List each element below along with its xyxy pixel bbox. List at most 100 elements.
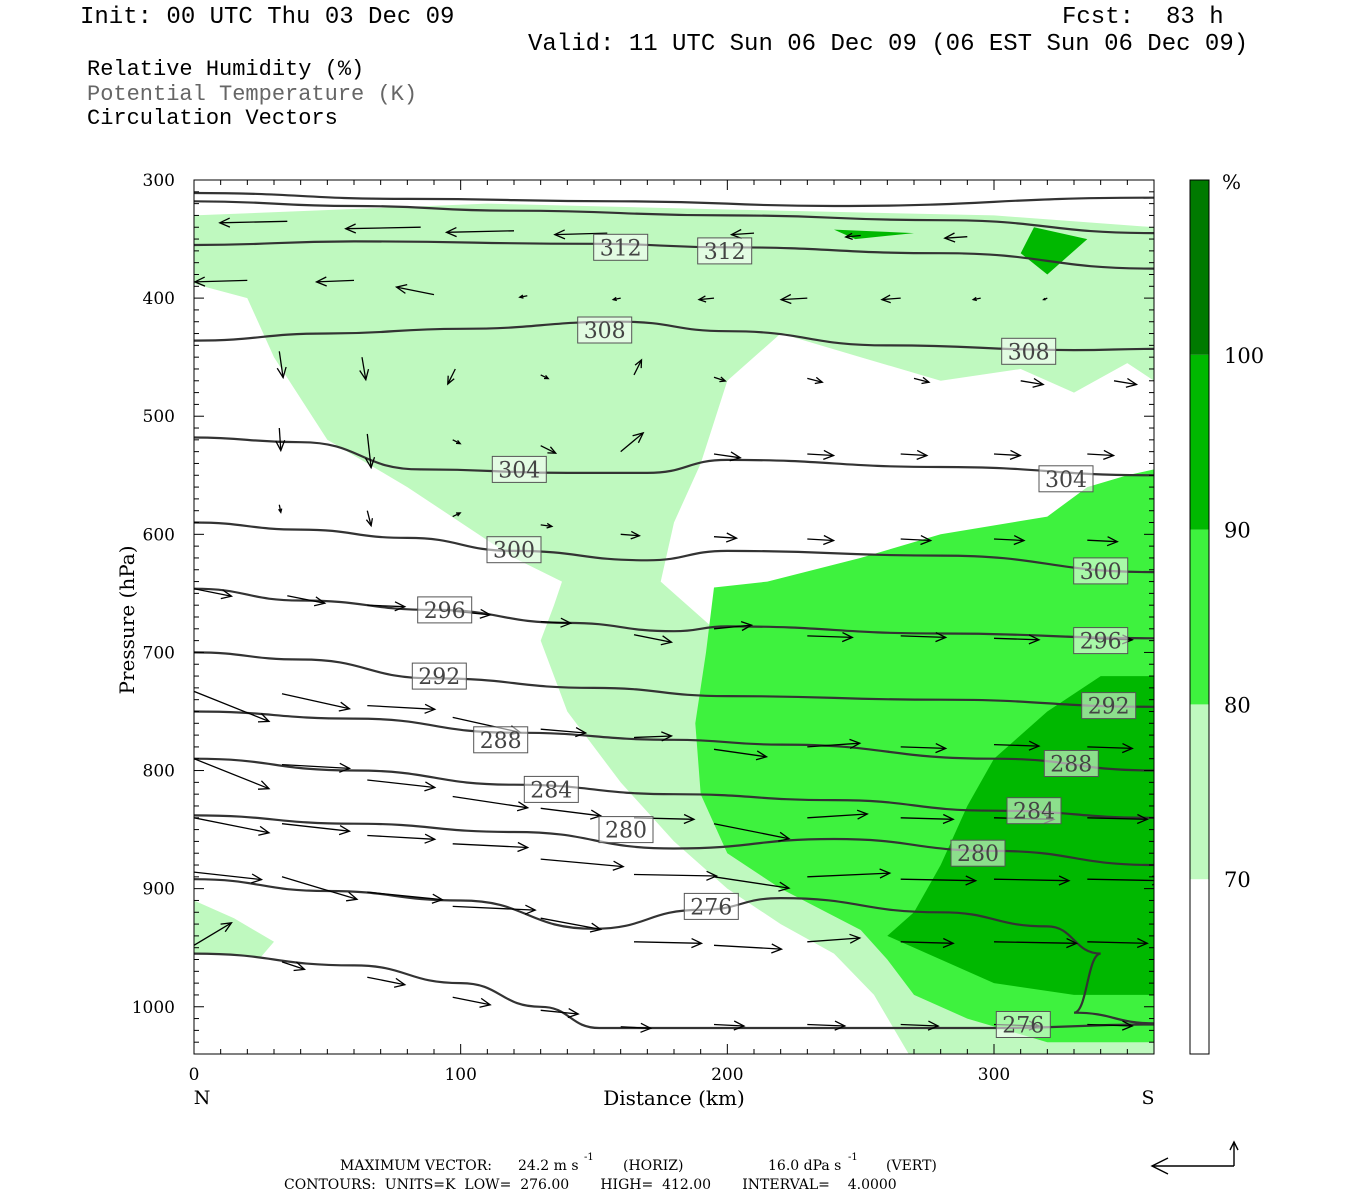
- circulation-vector: [807, 449, 836, 461]
- circulation-vector: [394, 283, 435, 296]
- contour-label: 280: [598, 816, 654, 844]
- circulation-vector: [993, 875, 1071, 886]
- circulation-vector: [1042, 297, 1048, 301]
- contour-label: 284: [523, 775, 579, 803]
- circulation-vector: [444, 227, 515, 238]
- contour-label-text: 292: [1088, 695, 1130, 720]
- circulation-vector: [900, 743, 948, 754]
- circulation-vector: [275, 427, 286, 453]
- circulation-vector: [281, 762, 352, 773]
- colorbar-level-label: 80: [1224, 693, 1251, 717]
- contour-label: 276: [683, 892, 739, 920]
- y-tick-label: 400: [143, 289, 175, 309]
- circulation-vector: [620, 1022, 653, 1033]
- circulation-vector: [900, 813, 955, 825]
- circulation-vector: [452, 439, 462, 445]
- contour-label-text: 300: [1080, 560, 1122, 585]
- footer-horiz-exp: -1: [584, 1152, 594, 1163]
- circulation-vector: [367, 833, 437, 844]
- circulation-vector: [540, 807, 603, 820]
- circulation-vector: [713, 532, 739, 543]
- circulation-vector: [943, 232, 968, 243]
- circulation-vector: [540, 617, 573, 628]
- contour-label: 308: [577, 316, 633, 344]
- y-tick-label: 600: [143, 525, 175, 545]
- circulation-vector: [281, 961, 306, 972]
- circulation-vector: [807, 809, 869, 820]
- contour-label: 288: [473, 726, 529, 754]
- theta-contour-276: [194, 952, 1154, 1030]
- circulation-vector: [194, 588, 234, 600]
- contour-label-text: 300: [493, 539, 535, 564]
- footer-contours: CONTOURS: UNITS=K LOW= 276.00 HIGH= 412.…: [284, 1177, 897, 1193]
- circulation-vector: [713, 748, 769, 761]
- circulation-vector: [1113, 377, 1139, 388]
- colorbar-swatch: [1190, 704, 1209, 880]
- theta-contour-276: [194, 878, 1154, 1025]
- colorbar-frame: [1189, 179, 1210, 1055]
- circulation-vector: [281, 876, 359, 902]
- circulation-vector: [194, 690, 271, 723]
- circulation-vector: [611, 296, 621, 302]
- circulation-vector: [540, 1008, 580, 1019]
- y-axis-title: Pressure (hPa): [115, 546, 139, 695]
- contour-label-text: 280: [605, 819, 647, 844]
- circulation-vector: [540, 374, 550, 380]
- circulation-vector: [287, 595, 327, 607]
- legend-vectors: Circulation Vectors: [87, 106, 338, 131]
- contour-label: 304: [491, 455, 547, 483]
- circulation-vector: [447, 368, 456, 386]
- x-end-label-north: N: [194, 1087, 211, 1109]
- init-time: Init: 00 UTC Thu 03 Dec 09: [80, 4, 455, 31]
- circulation-vector: [1087, 743, 1134, 754]
- colorbar-swatch: [1190, 529, 1209, 705]
- footer-horiz-unit: (HORIZ): [623, 1158, 684, 1174]
- contour-label-text: 280: [957, 842, 999, 867]
- legend-rh: Relative Humidity (%): [87, 57, 365, 82]
- x-tick-label: 100: [444, 1065, 476, 1085]
- contour-label-text: 288: [480, 729, 522, 754]
- circulation-vector: [807, 933, 862, 944]
- circulation-vector: [713, 620, 754, 632]
- contour-label-text: 296: [1080, 630, 1122, 655]
- circulation-vector: [993, 449, 1022, 461]
- circulation-vector: [900, 875, 978, 886]
- circulation-vector: [713, 823, 791, 842]
- circulation-vector: [540, 522, 554, 529]
- circulation-vector: [281, 823, 352, 836]
- x-tick-label: 200: [711, 1065, 743, 1085]
- contour-label-text: 284: [1013, 800, 1055, 825]
- x-axis-title: Distance (km): [603, 1086, 745, 1110]
- contour-label-text: 308: [584, 319, 626, 344]
- circulation-vector: [620, 530, 641, 540]
- colorbar-level-label: 100: [1224, 344, 1264, 368]
- circulation-vector: [281, 693, 352, 712]
- circulation-vector: [993, 535, 1026, 546]
- colorbar: 70 80 90 100: [1189, 179, 1264, 1055]
- footer-vert-exp: -1: [848, 1152, 858, 1163]
- contour-label: 288: [1043, 750, 1099, 778]
- circulation-vector: [194, 921, 233, 946]
- contour-label: 284: [1006, 797, 1062, 825]
- circulation-vector: [194, 758, 271, 790]
- footer-horiz-value: 24.2 m s: [518, 1158, 579, 1174]
- contour-label: 292: [1081, 692, 1137, 720]
- y-tick-label: 500: [143, 407, 175, 427]
- circulation-vector: [218, 217, 288, 228]
- contour-label: 312: [593, 233, 649, 261]
- theta-contour-308: [194, 191, 1154, 208]
- rh-region-70: [194, 900, 274, 958]
- circulation-vector: [1087, 1020, 1134, 1031]
- contour-label-text: 296: [424, 599, 466, 624]
- circulation-vector: [1087, 813, 1149, 825]
- circulation-vector: [713, 876, 791, 892]
- colorbar-level-label: 70: [1224, 868, 1251, 892]
- contour-label-text: 292: [418, 665, 460, 690]
- circulation-vector: [620, 431, 645, 453]
- circulation-vector: [314, 276, 355, 287]
- circulation-vector: [697, 295, 715, 303]
- contour-label-text: 308: [1008, 340, 1050, 365]
- colorbar-swatch: [1190, 180, 1209, 355]
- circulation-vector: [807, 632, 854, 643]
- circulation-vector: [1020, 377, 1045, 388]
